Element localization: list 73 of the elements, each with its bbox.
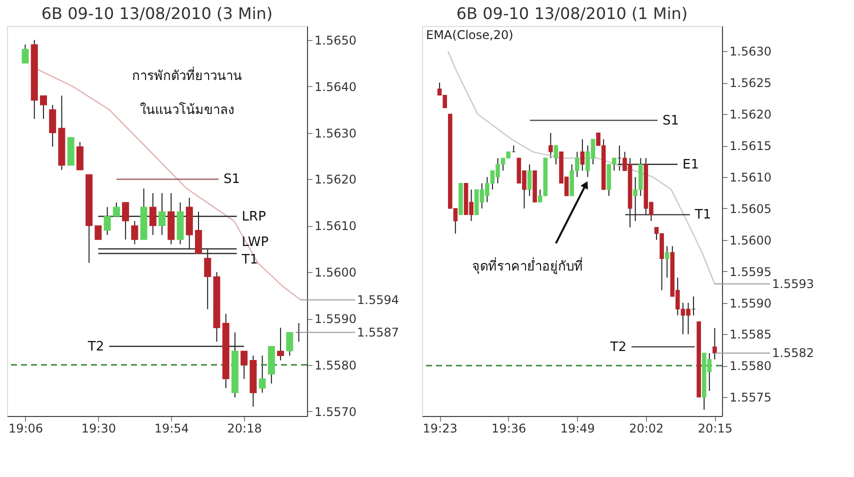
y-tick-label: 1.5600 [730, 233, 772, 248]
candlestick [112, 202, 120, 217]
candlestick [527, 164, 532, 196]
x-tick-label: 20:18 [227, 422, 262, 436]
candlestick [664, 246, 670, 278]
candlestick [580, 138, 585, 172]
candlestick [195, 211, 202, 254]
candlestick [158, 192, 166, 236]
candlestick [149, 192, 156, 236]
candlestick [40, 95, 47, 120]
candlestick [712, 327, 717, 360]
y-tick-label: 1.5580 [730, 359, 772, 374]
x-tick-label: 19:54 [154, 422, 189, 436]
chart-title: 6B 09-10 13/08/2010 (1 Min) [456, 4, 688, 23]
y-tick-label: 1.5610 [314, 219, 356, 234]
y-tick-label: 1.5620 [730, 108, 772, 122]
chart-title: 6B 09-10 13/08/2010 (3 Min) [41, 4, 273, 23]
candlestick [204, 248, 212, 310]
y-tick-label: 1.5630 [314, 126, 356, 140]
candlestick [286, 332, 294, 356]
candlestick [94, 225, 102, 240]
annotation: การพักตัวที่ยาวนาน [132, 67, 242, 84]
candlestick [76, 142, 84, 170]
annotation: T1 [240, 252, 258, 268]
candlestick [548, 132, 553, 159]
y-tick-label: 1.5585 [730, 328, 772, 342]
candlestick [131, 220, 138, 245]
annotation: E1 [682, 157, 700, 172]
y-tick-label: 1.5625 [730, 76, 772, 90]
annotation: 1.5587 [357, 325, 399, 340]
y-tick-label: 1.5600 [314, 266, 356, 280]
x-tick-label: 20:15 [698, 422, 732, 436]
x-tick-label: 19:06 [8, 422, 44, 436]
x-tick-label: 19:30 [81, 422, 116, 436]
y-tick-label: 1.5605 [730, 202, 772, 216]
y-tick-label: 1.5590 [314, 312, 356, 326]
y-tick-label: 1.5595 [730, 264, 772, 279]
y-tick-label: 1.5590 [730, 296, 772, 310]
line-series [447, 50, 716, 285]
annotation: ในแนวโน้มขาลง [140, 102, 234, 118]
annotation: T2 [86, 339, 104, 354]
annotation: T2 [609, 340, 627, 355]
candlestick [22, 44, 29, 64]
annotation: 1.5593 [772, 276, 814, 291]
candlestick [122, 202, 130, 240]
y-tick-label: 1.5620 [314, 172, 356, 187]
x-tick-label: 19:23 [422, 422, 458, 436]
annotation: 1.5594 [357, 292, 399, 307]
y-tick-label: 1.5640 [314, 80, 356, 94]
y-tick-label: 1.5630 [730, 44, 772, 59]
y-tick-label: 1.5610 [730, 170, 772, 184]
candlestick [258, 355, 266, 394]
annotation: LWP [242, 234, 269, 250]
y-tick-label: 1.5570 [314, 404, 356, 419]
candlestick [554, 145, 558, 165]
annotation: S1 [662, 113, 680, 128]
y-tick-label: 1.5575 [730, 390, 772, 405]
x-tick-label: 19:49 [560, 422, 595, 436]
annotation: T1 [694, 208, 712, 223]
candlestick [104, 206, 111, 236]
annotation: S1 [224, 172, 240, 188]
candlestick [277, 327, 284, 361]
y-tick-label: 1.5580 [314, 358, 356, 372]
annotation: 1.5582 [772, 346, 814, 360]
y-tick-label: 1.5615 [730, 139, 772, 154]
x-tick-label: 19:36 [492, 422, 526, 436]
annotation: จุดที่ราคาย่ำอยู่กับที่ [472, 258, 584, 275]
annotation: LRP [242, 209, 266, 224]
y-tick-label: 1.5650 [314, 33, 356, 48]
candlestick [49, 104, 56, 148]
candlestick [240, 350, 248, 380]
series-label: EMA(Close,20) [426, 28, 514, 42]
x-tick-label: 20:02 [629, 422, 664, 436]
